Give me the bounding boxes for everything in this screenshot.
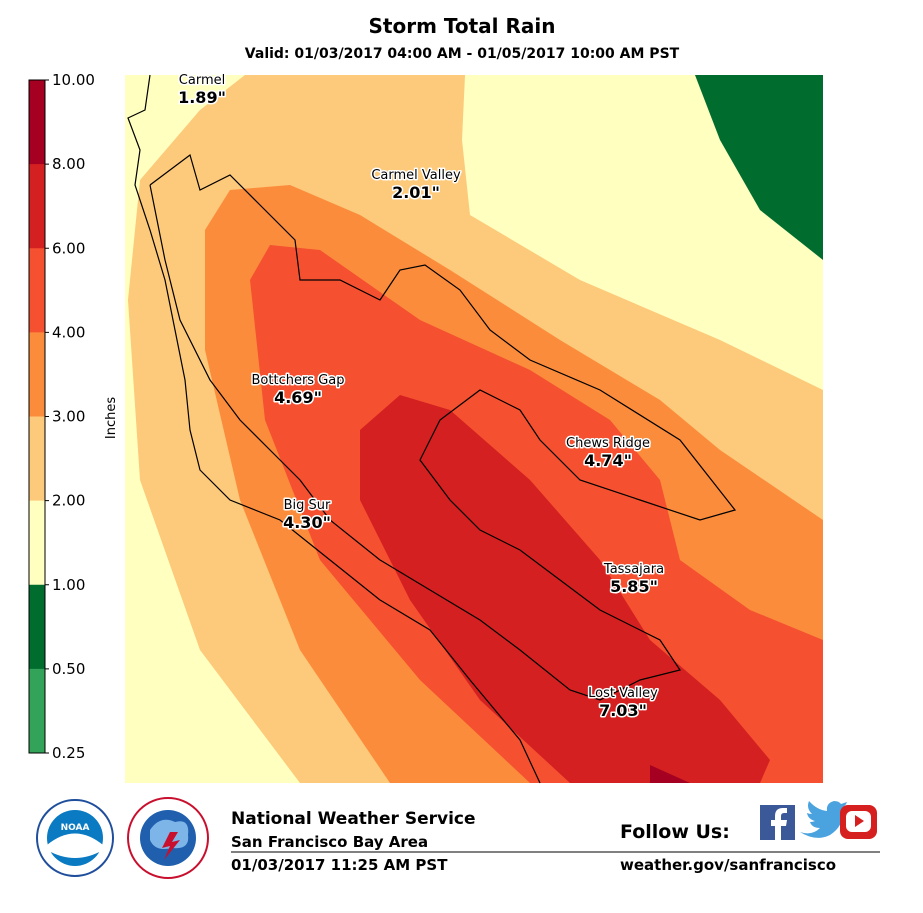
facebook-icon[interactable]: [760, 805, 795, 840]
colorbar-tick-label: 8.00: [52, 155, 85, 173]
colorbar-segment: [29, 416, 45, 502]
noaa-logo: NOAA: [36, 799, 114, 877]
colorbar-segment: [29, 248, 45, 333]
station-value: 2.01": [392, 183, 440, 202]
map: [125, 74, 823, 784]
colorbar-tick-label: 0.25: [52, 744, 85, 762]
icon-glyph: [800, 801, 848, 838]
subtitle: Valid: 01/03/2017 04:00 AM - 01/05/2017 …: [245, 46, 680, 62]
station-value: 1.89": [178, 88, 226, 107]
contour: [650, 765, 690, 783]
colorbar-tick-label: 6.00: [52, 239, 85, 257]
title: Storm Total Rain: [369, 14, 556, 38]
logo-bolt: [162, 832, 180, 860]
icon-play: [855, 815, 864, 827]
colorbar-segment: [29, 584, 45, 670]
station-value: 7.03": [599, 701, 647, 720]
colorbar-tick-label: 1.00: [52, 576, 85, 594]
office: San Francisco Bay Area: [231, 833, 428, 851]
colorbar-tick-label: 2.00: [52, 492, 85, 510]
colorbar-tick-label: 0.50: [52, 660, 85, 678]
colorbar-tick-label: 4.00: [52, 323, 85, 341]
agency: National Weather Service: [231, 809, 476, 829]
coastline: [127, 74, 541, 784]
colorbar-tick-label: 10.00: [52, 71, 95, 89]
wilderness-boundary: [149, 153, 737, 701]
colorbar-segment: [29, 668, 45, 754]
station-name: Carmel: [179, 73, 225, 88]
colorbar-tick-label: 3.00: [52, 408, 85, 426]
colorbar-segment: [29, 500, 45, 586]
twitter-icon[interactable]: [800, 801, 848, 838]
station-name: Chews Ridge: [566, 436, 650, 451]
contour: [360, 395, 770, 783]
station-value: 4.74": [584, 451, 632, 470]
colorbar-segment: [29, 332, 45, 417]
station-name: Lost Valley: [588, 686, 658, 701]
logo-bird: [47, 833, 103, 858]
colorbar-label: Inches: [104, 397, 119, 439]
logo-text: NOAA: [61, 823, 90, 833]
contour: [695, 75, 823, 260]
icon-glyph: [771, 808, 787, 840]
url[interactable]: weather.gov/sanfrancisco: [620, 856, 836, 874]
nws-logo: [127, 797, 209, 879]
station-value: 5.85": [610, 577, 658, 596]
station-name: Big Sur: [284, 498, 331, 513]
station-name: Carmel Valley: [371, 168, 461, 183]
follow-label: Follow Us:: [620, 821, 730, 843]
station-value: 4.69": [274, 388, 322, 407]
youtube-icon[interactable]: [840, 805, 877, 839]
colorbar-segment: [29, 164, 45, 249]
station-value: 4.30": [283, 513, 331, 532]
issued: 01/03/2017 11:25 AM PST: [231, 856, 448, 874]
colorbar-segment: [29, 80, 45, 165]
station-name: Tassajara: [603, 562, 664, 577]
colorbar: 10.00 8.00 6.00 4.00 3.00 2.00 1.00 0.50 0.25: [28, 71, 95, 762]
station-name: Bottchers Gap: [252, 373, 345, 388]
